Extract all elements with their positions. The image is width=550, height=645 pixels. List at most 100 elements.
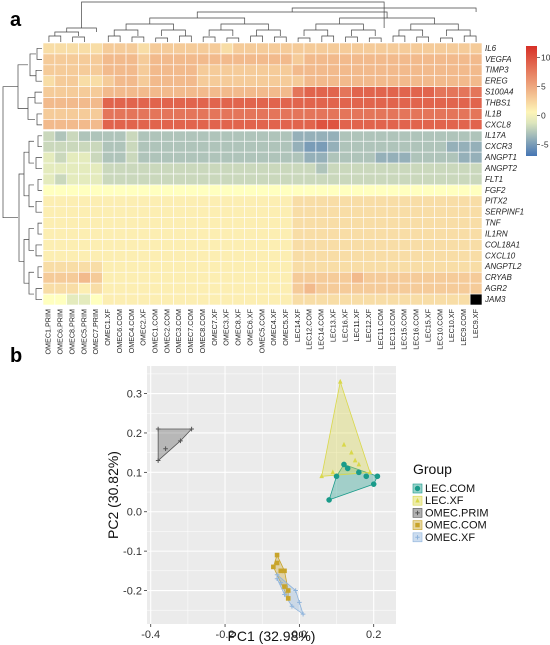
heatmap-cell (291, 119, 305, 131)
heatmap-cell (291, 97, 305, 109)
data-point (344, 465, 351, 472)
heatmap-cell (457, 293, 471, 306)
heatmap-cell (149, 86, 162, 98)
heatmap-cell (469, 206, 483, 218)
data-point (356, 469, 362, 476)
heatmap-cell (220, 271, 234, 284)
heatmap-cell (185, 293, 198, 306)
heatmap-cell (196, 42, 210, 55)
heatmap-cell (137, 42, 151, 55)
heatmap-cell (457, 42, 471, 55)
heatmap-cell (291, 271, 305, 284)
heatmap-cell (422, 173, 435, 186)
y-axis-title: PC2 (30.82%) (105, 451, 121, 539)
heatmap-cell (268, 108, 281, 120)
heatmap-cell (66, 195, 79, 208)
heatmap-cell (303, 53, 317, 66)
heatmap-cell (256, 250, 269, 262)
heatmap-cell (149, 53, 162, 66)
heatmap-cell (137, 53, 151, 66)
heatmap-cell (90, 271, 103, 284)
heatmap-cell (386, 271, 400, 284)
heatmap-cell (137, 271, 151, 284)
heatmap-cell (469, 293, 483, 306)
dendrogram-link (37, 135, 42, 148)
heatmap-cell (363, 151, 376, 164)
heatmap-cell (149, 108, 162, 120)
heatmap-cell (363, 42, 376, 55)
sample-label: LEC9.XF (471, 308, 480, 338)
heatmap-cell (196, 206, 210, 218)
heatmap-cell (185, 64, 198, 77)
sample-label: OMEC8.XF (234, 308, 243, 345)
heatmap-cell (268, 119, 281, 131)
heatmap-cell (268, 271, 281, 284)
heatmap-cell (434, 53, 447, 66)
heatmap-cell (42, 228, 56, 240)
dendrogram-link (35, 69, 42, 82)
heatmap-cell (196, 162, 210, 175)
heatmap-cell (113, 140, 127, 153)
heatmap-cell (374, 239, 388, 251)
dendrogram-link (315, 23, 364, 30)
heatmap-cell (149, 217, 162, 229)
heatmap-cell (291, 173, 305, 186)
heatmap-cell (303, 173, 317, 186)
heatmap-cell (137, 282, 151, 295)
data-point (341, 461, 347, 468)
heatmap-cell (374, 64, 388, 77)
heatmap-cell (434, 206, 447, 218)
heatmap-cell (102, 282, 115, 295)
heatmap-cell (54, 130, 68, 142)
heatmap-cell (54, 271, 68, 284)
heatmap-cell (232, 151, 246, 164)
heatmap-cell (446, 140, 459, 153)
heatmap-cell (125, 217, 139, 229)
sample-label: OMEC2.COM (162, 309, 171, 353)
heatmap-cell (66, 108, 79, 120)
heatmap-cell (125, 293, 139, 306)
heatmap-cell (279, 293, 293, 306)
heatmap-cell (315, 75, 329, 87)
heatmap-cell (42, 239, 56, 251)
heatmap-cell (422, 282, 435, 295)
heatmap-cell (232, 217, 246, 229)
heatmap-cell (422, 293, 435, 306)
heatmap-cell (291, 184, 305, 197)
heatmap-cell (78, 206, 91, 218)
heatmap-cell (386, 130, 400, 142)
heatmap-cell (374, 184, 388, 197)
heatmap-cell (268, 293, 281, 306)
heatmap-cell (232, 119, 246, 131)
heatmap-cell (232, 162, 246, 175)
heatmap-cell (66, 97, 79, 109)
heatmap-cell (66, 228, 79, 240)
heatmap-cell (113, 228, 127, 240)
heatmap-cell (185, 271, 198, 284)
heatmap-cell (149, 130, 162, 142)
heatmap-cell (386, 64, 400, 77)
x-tick-label: -0.4 (141, 629, 160, 641)
heatmap-cell (386, 206, 400, 218)
dendrogram-link (256, 29, 281, 36)
heatmap-cell (363, 75, 376, 87)
heatmap-cell (244, 250, 257, 262)
dendrogram-link (36, 113, 42, 126)
heatmap-cell (351, 64, 364, 77)
sample-label: LEC13.XF (328, 308, 337, 342)
heatmap-cell (351, 86, 364, 98)
heatmap-cell (303, 140, 317, 153)
heatmap-cell (410, 130, 423, 142)
heatmap-cell (279, 228, 293, 240)
heatmap-cell (173, 228, 186, 240)
sample-label: OMEC4.COM (127, 309, 136, 353)
panel-b-label: b (10, 345, 22, 367)
heatmap-cell (339, 217, 352, 229)
heatmap-cell (196, 130, 210, 142)
colorbar-tick-label: -5 (541, 139, 549, 149)
heatmap-cell (457, 119, 471, 131)
data-point (289, 603, 295, 609)
heatmap-cell (410, 271, 423, 284)
heatmap-cell (327, 195, 340, 208)
heatmap-cell (54, 195, 68, 208)
